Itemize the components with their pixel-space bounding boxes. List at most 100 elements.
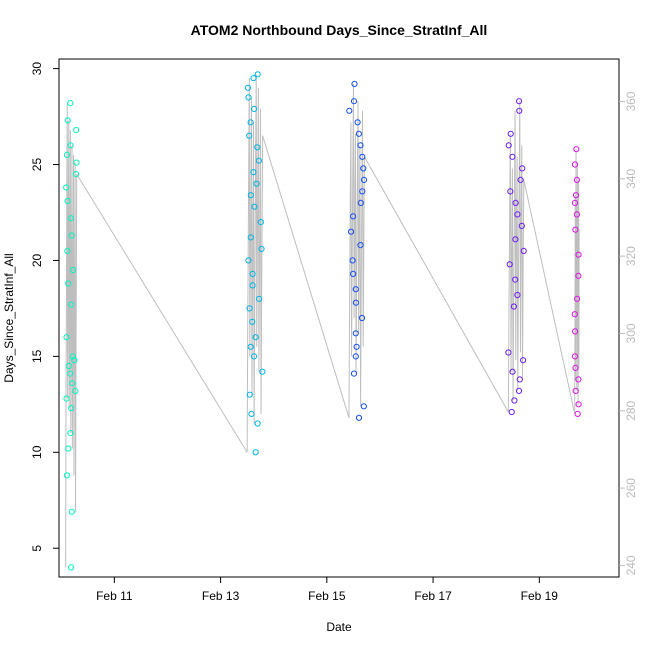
chart-title: ATOM2 Northbound Days_Since_StratInf_All bbox=[191, 22, 488, 38]
data-point bbox=[68, 508, 75, 515]
y2-tick-label: 300 bbox=[624, 323, 638, 343]
data-point bbox=[347, 228, 355, 235]
data-point bbox=[259, 368, 266, 375]
data-point bbox=[358, 314, 366, 322]
data-point bbox=[512, 236, 519, 243]
data-point bbox=[354, 119, 361, 126]
data-point bbox=[72, 171, 80, 178]
data-point bbox=[518, 222, 525, 229]
data-point bbox=[508, 408, 515, 416]
data-point bbox=[246, 132, 253, 139]
data-point bbox=[505, 142, 512, 149]
data-point bbox=[255, 157, 262, 164]
x-tick-label: Feb 17 bbox=[414, 589, 452, 603]
data-point bbox=[252, 449, 259, 456]
data-point bbox=[258, 245, 265, 252]
data-point bbox=[68, 564, 75, 571]
y2-tick-label: 260 bbox=[624, 478, 638, 498]
connector-line bbox=[364, 156, 509, 413]
data-point bbox=[357, 142, 364, 149]
data-point bbox=[572, 192, 580, 199]
data-point bbox=[249, 282, 256, 289]
data-point bbox=[574, 295, 581, 302]
data-point bbox=[247, 119, 254, 126]
data-point bbox=[250, 169, 257, 176]
data-point bbox=[352, 353, 359, 360]
data-point bbox=[248, 410, 255, 417]
data-point bbox=[572, 328, 579, 335]
data-point bbox=[515, 387, 523, 394]
data-point bbox=[573, 146, 580, 153]
data-point bbox=[349, 257, 356, 264]
data-point bbox=[360, 165, 367, 172]
data-point bbox=[352, 330, 359, 337]
y-axis-right: 240 260 280 300 320 340 360 bbox=[619, 91, 638, 575]
data-point bbox=[575, 401, 582, 408]
data-point bbox=[68, 301, 75, 308]
data-point bbox=[516, 98, 523, 105]
data-point bbox=[573, 176, 581, 183]
data-point bbox=[516, 376, 523, 383]
data-point bbox=[65, 445, 72, 452]
data-point bbox=[351, 80, 358, 88]
cluster-line bbox=[246, 74, 264, 453]
data-point bbox=[575, 272, 582, 279]
data-point bbox=[63, 151, 71, 158]
data-points bbox=[63, 71, 582, 571]
data-point bbox=[68, 405, 75, 412]
data-point bbox=[65, 362, 72, 370]
data-point bbox=[360, 403, 367, 410]
plot-frame bbox=[58, 58, 620, 578]
x-tick-label: Feb 15 bbox=[308, 589, 346, 603]
cluster-line bbox=[65, 103, 78, 568]
data-point bbox=[67, 142, 74, 149]
data-point bbox=[514, 291, 521, 299]
data-point bbox=[350, 270, 357, 277]
data-point bbox=[520, 357, 527, 364]
y2-tick-label: 280 bbox=[624, 400, 638, 420]
data-point bbox=[517, 176, 524, 183]
data-point bbox=[73, 126, 80, 134]
y-axis-label: Days_Since_StratInf_All bbox=[2, 253, 16, 382]
x-axis: Feb 11 Feb 13 Feb 15 Feb 17 Feb 19 bbox=[96, 577, 558, 603]
y-tick-label: 30 bbox=[30, 62, 44, 76]
data-point bbox=[353, 343, 360, 350]
data-point bbox=[65, 280, 72, 287]
data-point bbox=[250, 75, 257, 82]
data-point bbox=[571, 353, 579, 360]
data-point bbox=[359, 153, 366, 160]
y2-tick-label: 340 bbox=[624, 169, 638, 189]
data-point bbox=[571, 199, 579, 206]
data-point bbox=[509, 153, 516, 160]
data-point bbox=[244, 84, 251, 91]
data-point bbox=[251, 105, 258, 113]
data-point bbox=[247, 234, 254, 241]
data-point bbox=[72, 387, 79, 394]
data-point bbox=[507, 188, 514, 195]
data-point bbox=[63, 395, 70, 402]
data-point bbox=[257, 219, 264, 226]
data-point bbox=[249, 270, 256, 277]
data-point bbox=[571, 161, 579, 168]
data-point bbox=[572, 387, 579, 394]
data-point bbox=[505, 349, 512, 356]
connector-line bbox=[76, 173, 248, 453]
data-point bbox=[254, 144, 261, 151]
data-point bbox=[575, 376, 582, 383]
x-axis-label: Date bbox=[326, 620, 352, 634]
data-point bbox=[253, 180, 260, 187]
data-point bbox=[350, 213, 357, 220]
data-point bbox=[510, 303, 518, 310]
y2-tick-label: 240 bbox=[624, 555, 638, 575]
x-tick-label: Feb 13 bbox=[202, 589, 240, 603]
data-point bbox=[360, 176, 368, 183]
data-point bbox=[355, 414, 363, 421]
data-point bbox=[250, 353, 258, 360]
data-point bbox=[352, 299, 359, 306]
data-point bbox=[357, 242, 364, 249]
data-point bbox=[252, 334, 259, 341]
data-point bbox=[571, 311, 578, 318]
data-point bbox=[67, 370, 74, 377]
data-point bbox=[346, 107, 353, 114]
